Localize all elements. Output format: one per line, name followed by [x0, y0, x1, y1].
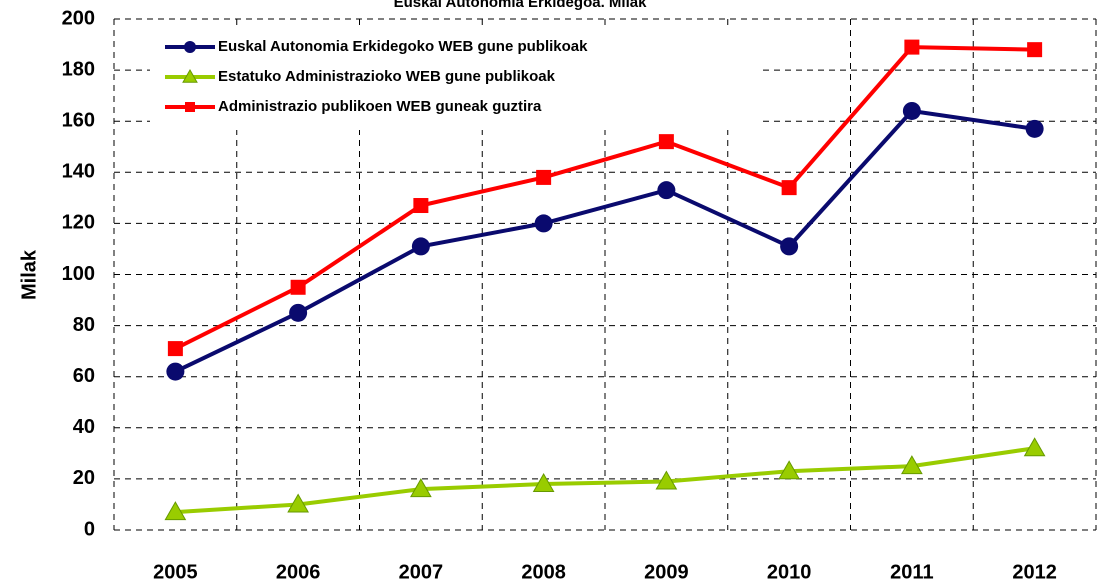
- data-point: [164, 501, 187, 521]
- series-line: [175, 446, 1035, 515]
- data-point: [778, 460, 800, 480]
- data-point: [167, 341, 183, 357]
- data-point: [780, 237, 799, 256]
- y-tick-label: 80: [73, 314, 95, 336]
- data-point: [901, 455, 923, 475]
- data-point: [287, 493, 309, 513]
- data-point: [411, 237, 430, 256]
- data-point: [781, 180, 797, 196]
- y-tick-label: 40: [73, 416, 95, 438]
- y-tick-label: 100: [62, 263, 95, 285]
- data-point: [290, 279, 306, 295]
- y-tick-label: 60: [73, 365, 95, 387]
- data-point: [166, 362, 185, 381]
- data-point: [1023, 437, 1046, 457]
- data-point: [1027, 42, 1043, 58]
- data-point: [410, 478, 432, 498]
- data-point: [1025, 119, 1044, 138]
- legend-background: [150, 30, 760, 130]
- data-point: [534, 214, 553, 233]
- legend-marker: [182, 68, 198, 83]
- y-tick-label: 180: [62, 58, 95, 80]
- y-tick-label: 200: [62, 7, 95, 29]
- data-point: [655, 470, 678, 490]
- data-point: [658, 134, 674, 150]
- x-tick-label: 2005: [153, 561, 198, 583]
- x-tick-label: 2012: [1012, 561, 1057, 583]
- legend-marker: [185, 102, 195, 112]
- data-point: [902, 101, 921, 120]
- x-tick-label: 2010: [767, 561, 812, 583]
- y-tick-label: 160: [62, 109, 95, 131]
- data-point: [413, 198, 429, 214]
- series-line: [174, 108, 1035, 374]
- y-axis-label: Milak: [18, 249, 40, 300]
- x-tick-label: 2006: [276, 561, 321, 583]
- data-point: [904, 39, 920, 55]
- y-tick-label: 140: [62, 161, 95, 183]
- x-tick-label: 2011: [890, 561, 933, 583]
- chart-title: Euskal Autonomia Erkidegoa. Milak: [394, 0, 647, 11]
- legend-label: Euskal Autonomia Erkidegoko WEB gune pub…: [218, 38, 588, 55]
- data-point: [532, 473, 555, 493]
- data-point: [289, 303, 308, 322]
- series-line: [174, 45, 1035, 351]
- x-tick-label: 2008: [521, 561, 566, 583]
- legend-label: Estatuko Administrazioko WEB gune publik…: [218, 68, 556, 85]
- x-tick-label: 2007: [399, 561, 444, 583]
- y-tick-label: 120: [62, 212, 95, 234]
- data-point: [657, 181, 676, 200]
- data-point: [536, 169, 552, 185]
- legend-label: Administrazio publikoen WEB guneak guzti…: [218, 98, 542, 115]
- x-tick-label: 2009: [644, 561, 689, 583]
- y-tick-label: 20: [73, 467, 95, 489]
- y-tick-label: 0: [84, 518, 95, 540]
- legend-marker: [184, 41, 196, 53]
